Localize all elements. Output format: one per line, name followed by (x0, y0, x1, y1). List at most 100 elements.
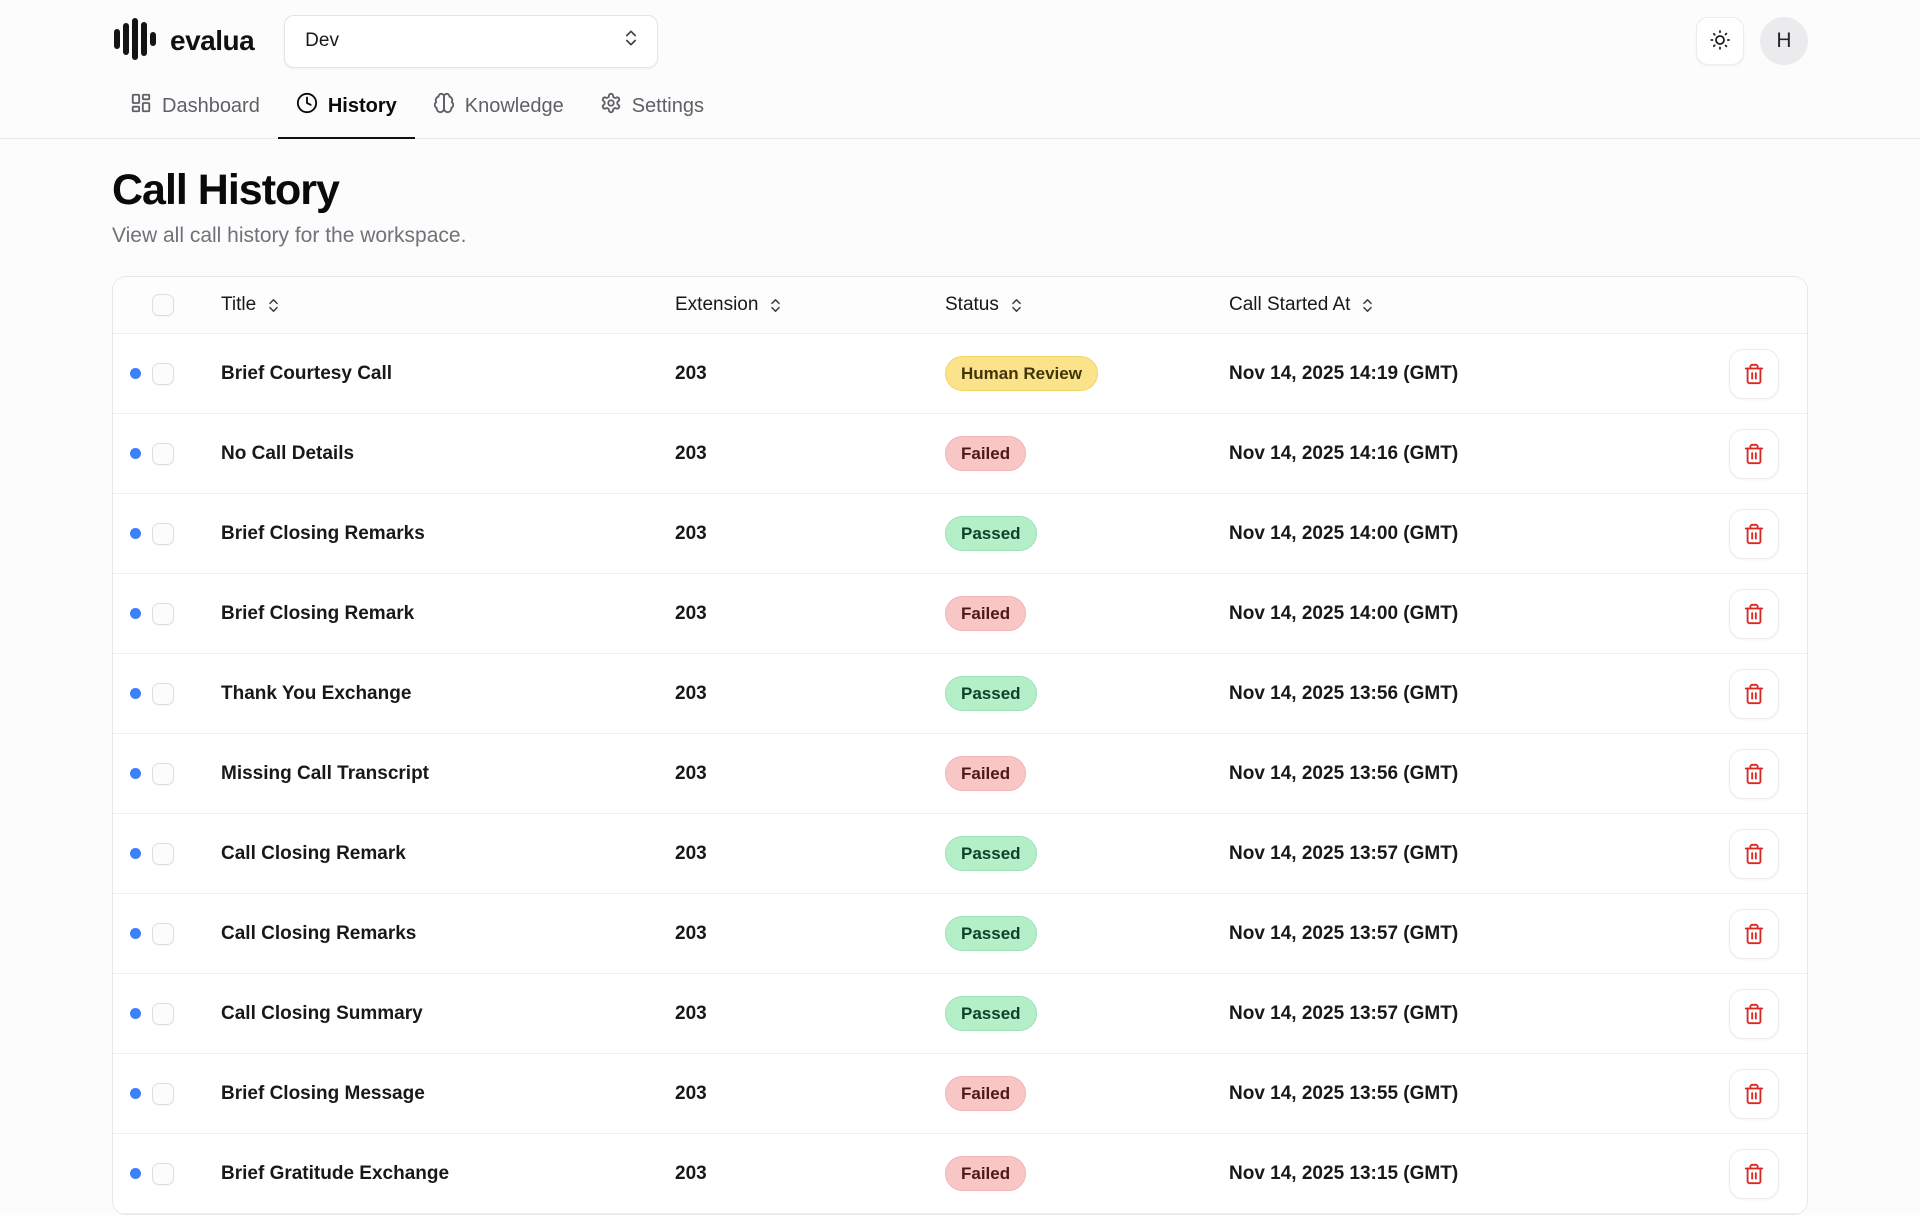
row-checkbox[interactable] (152, 362, 174, 385)
row-checkbox[interactable] (152, 1082, 174, 1105)
trash-icon (1744, 683, 1764, 704)
call-title: Brief Closing Message (221, 1082, 425, 1104)
trash-icon (1744, 923, 1764, 944)
call-extension: 203 (675, 842, 707, 864)
delete-row-button[interactable] (1729, 348, 1779, 399)
table-row[interactable]: Brief Courtesy Call 203 Human Review Nov… (113, 334, 1807, 414)
column-header-extension: Extension (675, 294, 759, 315)
table-row[interactable]: Call Closing Summary 203 Passed Nov 14, … (113, 974, 1807, 1054)
delete-row-button[interactable] (1729, 1068, 1779, 1119)
tab-knowledge[interactable]: Knowledge (415, 82, 582, 139)
call-title: Brief Gratitude Exchange (221, 1162, 450, 1184)
user-avatar[interactable]: H (1760, 17, 1808, 65)
tab-dashboard[interactable]: Dashboard (112, 82, 278, 139)
unread-dot (130, 608, 141, 619)
table-row[interactable]: Brief Closing Remarks 203 Passed Nov 14,… (113, 494, 1807, 574)
call-title: Call Closing Remark (221, 842, 406, 864)
sort-title-button[interactable]: Title (221, 294, 282, 316)
delete-row-button[interactable] (1729, 908, 1779, 959)
trash-icon (1744, 603, 1764, 624)
status-badge: Passed (945, 836, 1037, 871)
page-subtitle: View all call history for the workspace. (112, 224, 467, 247)
row-checkbox[interactable] (152, 1002, 174, 1025)
call-history-table: Title Extension Status Call Started At (112, 276, 1808, 1215)
call-title: Call Closing Summary (221, 1002, 423, 1024)
call-started-at: Nov 14, 2025 13:57 (GMT) (1229, 922, 1459, 944)
trash-icon (1744, 763, 1764, 784)
call-title: No Call Details (221, 442, 355, 464)
call-started-at: Nov 14, 2025 14:19 (GMT) (1229, 362, 1459, 384)
call-title: Missing Call Transcript (221, 762, 429, 784)
row-checkbox[interactable] (152, 522, 174, 545)
chevrons-up-down-icon (621, 28, 641, 54)
call-started-at: Nov 14, 2025 14:16 (GMT) (1229, 442, 1459, 464)
app-header: evalua Dev H (112, 0, 1808, 68)
table-row[interactable]: Brief Closing Message 203 Failed Nov 14,… (113, 1054, 1807, 1134)
tab-label: Knowledge (464, 94, 564, 117)
sun-icon (1708, 28, 1732, 55)
table-row[interactable]: Brief Closing Remark 203 Failed Nov 14, … (113, 574, 1807, 654)
waveform-icon (112, 16, 158, 67)
unread-dot (130, 928, 141, 939)
tab-settings[interactable]: Settings (582, 82, 722, 139)
workspace-selector[interactable]: Dev (284, 14, 659, 68)
status-badge: Failed (945, 1156, 1027, 1191)
row-checkbox[interactable] (152, 1162, 174, 1185)
delete-row-button[interactable] (1729, 748, 1779, 799)
brand-logo: evalua (112, 16, 255, 67)
row-checkbox[interactable] (152, 602, 174, 625)
delete-row-button[interactable] (1729, 1148, 1779, 1199)
row-checkbox[interactable] (152, 922, 174, 945)
theme-toggle-button[interactable] (1696, 17, 1744, 65)
brand-name: evalua (170, 25, 255, 56)
delete-row-button[interactable] (1729, 428, 1779, 479)
call-started-at: Nov 14, 2025 13:56 (GMT) (1229, 762, 1459, 784)
avatar-initial: H (1776, 29, 1792, 52)
table-row[interactable]: Call Closing Remark 203 Passed Nov 14, 2… (113, 814, 1807, 894)
table-row[interactable]: Call Closing Remarks 203 Passed Nov 14, … (113, 894, 1807, 974)
call-started-at: Nov 14, 2025 13:56 (GMT) (1229, 682, 1459, 704)
sort-call-started-at-button[interactable]: Call Started At (1229, 294, 1376, 316)
brain-icon (433, 92, 455, 120)
tab-label: Dashboard (162, 94, 260, 117)
table-row[interactable]: No Call Details 203 Failed Nov 14, 2025 … (113, 414, 1807, 494)
delete-row-button[interactable] (1729, 668, 1779, 719)
call-title: Brief Closing Remarks (221, 522, 425, 544)
column-header-call-started-at: Call Started At (1229, 294, 1351, 315)
column-header-status: Status (945, 294, 999, 315)
call-extension: 203 (675, 1002, 707, 1024)
row-checkbox[interactable] (152, 682, 174, 705)
call-started-at: Nov 14, 2025 13:15 (GMT) (1229, 1162, 1459, 1184)
select-all-checkbox[interactable] (152, 294, 174, 316)
unread-dot (130, 1088, 141, 1099)
status-badge: Failed (945, 436, 1027, 471)
table-row[interactable]: Thank You Exchange 203 Passed Nov 14, 20… (113, 654, 1807, 734)
status-badge: Failed (945, 756, 1027, 791)
call-extension: 203 (675, 602, 707, 624)
call-started-at: Nov 14, 2025 14:00 (GMT) (1229, 602, 1459, 624)
trash-icon (1744, 1163, 1764, 1184)
call-extension: 203 (675, 362, 707, 384)
call-extension: 203 (675, 682, 707, 704)
call-extension: 203 (675, 922, 707, 944)
dashboard-grid-icon (130, 92, 152, 120)
row-checkbox[interactable] (152, 762, 174, 785)
delete-row-button[interactable] (1729, 508, 1779, 559)
table-row[interactable]: Missing Call Transcript 203 Failed Nov 1… (113, 734, 1807, 814)
table-row[interactable]: Brief Gratitude Exchange 203 Failed Nov … (113, 1134, 1807, 1214)
chevrons-up-down-icon (1012, 298, 1021, 312)
delete-row-button[interactable] (1729, 988, 1779, 1039)
column-header-title: Title (221, 294, 257, 315)
sort-status-button[interactable]: Status (945, 294, 1025, 316)
delete-row-button[interactable] (1729, 588, 1779, 639)
unread-dot (130, 1168, 141, 1179)
call-extension: 203 (675, 1162, 707, 1184)
row-checkbox[interactable] (152, 442, 174, 465)
tab-history[interactable]: History (277, 82, 415, 139)
sort-extension-button[interactable]: Extension (675, 294, 784, 316)
call-extension: 203 (675, 1082, 707, 1104)
row-checkbox[interactable] (152, 842, 174, 865)
chevrons-up-down-icon (1363, 298, 1373, 312)
page-title: Call History (112, 166, 340, 214)
delete-row-button[interactable] (1729, 828, 1779, 879)
